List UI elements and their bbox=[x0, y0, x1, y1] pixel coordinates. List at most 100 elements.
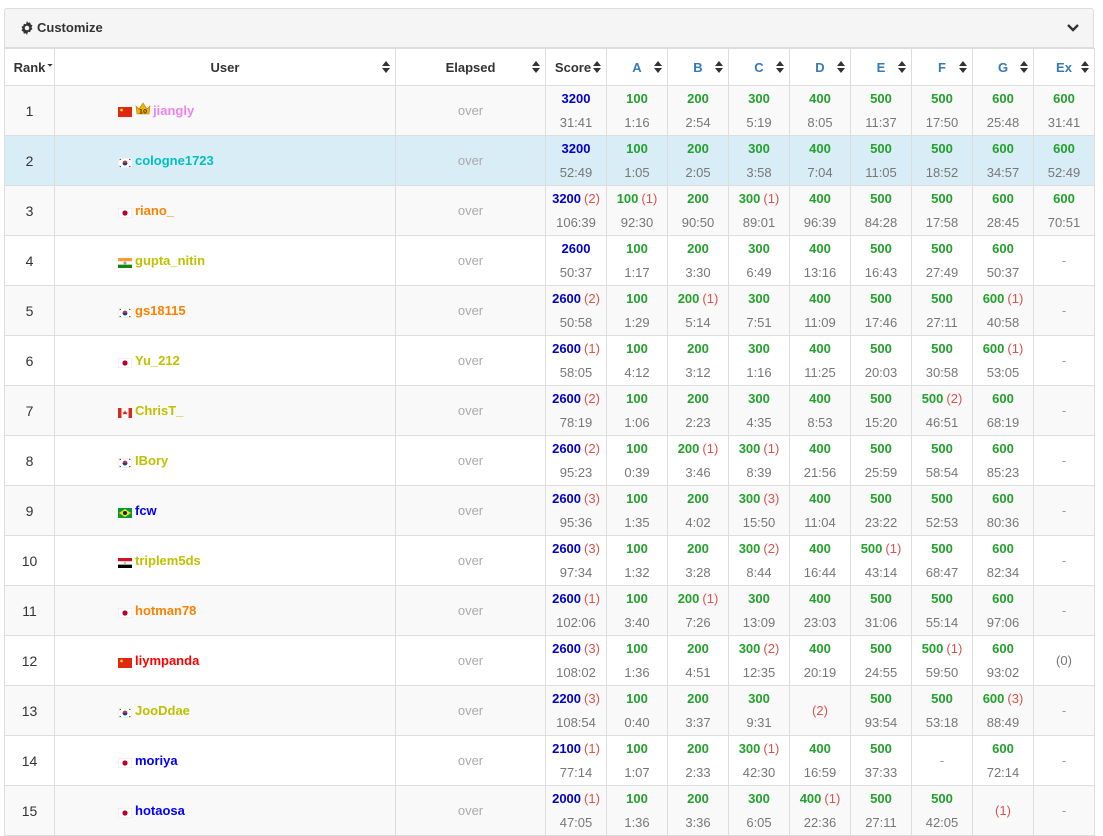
task-cell[interactable]: 500 (1) 59:50 bbox=[911, 635, 973, 686]
task-cell[interactable]: 500 27:49 bbox=[911, 235, 973, 286]
task-cell[interactable]: - bbox=[911, 735, 973, 786]
header-task-d[interactable]: D bbox=[789, 48, 851, 86]
header-elapsed[interactable]: Elapsed bbox=[395, 48, 546, 86]
task-cell[interactable]: 400 23:03 bbox=[789, 585, 851, 636]
task-cell[interactable]: - bbox=[1033, 235, 1095, 286]
header-task-ex[interactable]: Ex bbox=[1033, 48, 1095, 86]
task-cell[interactable]: - bbox=[1033, 735, 1095, 786]
task-cell[interactable]: 300 6:05 bbox=[728, 785, 790, 836]
task-cell[interactable]: 600 52:49 bbox=[1033, 135, 1095, 186]
task-cell[interactable]: 100 (1) 92:30 bbox=[606, 185, 668, 236]
task-cell[interactable]: 200 4:02 bbox=[667, 485, 729, 536]
header-task-f[interactable]: F bbox=[911, 48, 973, 86]
task-cell[interactable]: 500 58:54 bbox=[911, 435, 973, 486]
task-cell[interactable]: (1) bbox=[972, 785, 1034, 836]
task-cell[interactable]: 600 31:41 bbox=[1033, 85, 1095, 136]
task-cell[interactable]: 300 6:49 bbox=[728, 235, 790, 286]
task-cell[interactable]: 600 93:02 bbox=[972, 635, 1034, 686]
task-cell[interactable]: 500 17:46 bbox=[850, 285, 912, 336]
username-link[interactable]: hotman78 bbox=[135, 603, 197, 618]
task-cell[interactable]: 500 17:58 bbox=[911, 185, 973, 236]
task-cell[interactable]: (0) bbox=[1033, 635, 1095, 686]
task-link-e[interactable]: E bbox=[876, 59, 886, 75]
task-cell[interactable]: - bbox=[1033, 785, 1095, 836]
task-cell[interactable]: 300 (1) 42:30 bbox=[728, 735, 790, 786]
task-link-d[interactable]: D bbox=[815, 59, 825, 75]
username-link[interactable]: Yu_212 bbox=[135, 353, 180, 368]
task-cell[interactable]: 600 28:45 bbox=[972, 185, 1034, 236]
task-cell[interactable]: - bbox=[1033, 435, 1095, 486]
header-task-g[interactable]: G bbox=[972, 48, 1034, 86]
task-cell[interactable]: 100 0:39 bbox=[606, 435, 668, 486]
task-link-a[interactable]: A bbox=[632, 59, 642, 75]
task-cell[interactable]: 200 3:28 bbox=[667, 535, 729, 586]
task-cell[interactable]: 500 84:28 bbox=[850, 185, 912, 236]
task-cell[interactable]: 100 4:12 bbox=[606, 335, 668, 386]
task-cell[interactable]: 200 3:12 bbox=[667, 335, 729, 386]
task-cell[interactable]: 300 13:09 bbox=[728, 585, 790, 636]
username-link[interactable]: cologne1723 bbox=[135, 153, 214, 168]
task-cell[interactable]: 500 11:37 bbox=[850, 85, 912, 136]
task-cell[interactable]: (2) bbox=[789, 685, 851, 736]
task-cell[interactable]: 100 1:35 bbox=[606, 485, 668, 536]
task-cell[interactable]: 300 (2) 8:44 bbox=[728, 535, 790, 586]
task-cell[interactable]: - bbox=[1033, 685, 1095, 736]
task-cell[interactable]: 500 30:58 bbox=[911, 335, 973, 386]
task-cell[interactable]: 600 25:48 bbox=[972, 85, 1034, 136]
task-cell[interactable]: 300 4:35 bbox=[728, 385, 790, 436]
task-cell[interactable]: 500 53:18 bbox=[911, 685, 973, 736]
task-cell[interactable]: 100 1:16 bbox=[606, 85, 668, 136]
username-link[interactable]: ChrisT_ bbox=[135, 403, 184, 418]
task-cell[interactable]: 200 90:50 bbox=[667, 185, 729, 236]
task-cell[interactable]: 200 (1) 7:26 bbox=[667, 585, 729, 636]
task-cell[interactable]: 200 2:54 bbox=[667, 85, 729, 136]
task-cell[interactable]: 300 7:51 bbox=[728, 285, 790, 336]
task-cell[interactable]: 600 34:57 bbox=[972, 135, 1034, 186]
task-cell[interactable]: 400 11:04 bbox=[789, 485, 851, 536]
task-cell[interactable]: 400 11:09 bbox=[789, 285, 851, 336]
task-cell[interactable]: 300 5:19 bbox=[728, 85, 790, 136]
username-link[interactable]: hotaosa bbox=[135, 803, 185, 818]
username-link[interactable]: IBory bbox=[135, 453, 169, 468]
task-cell[interactable]: - bbox=[1033, 535, 1095, 586]
task-cell[interactable]: 600 85:23 bbox=[972, 435, 1034, 486]
username-link[interactable]: riano_ bbox=[135, 203, 175, 218]
header-task-c[interactable]: C bbox=[728, 48, 790, 86]
task-cell[interactable]: 600 97:06 bbox=[972, 585, 1034, 636]
task-cell[interactable]: 100 1:36 bbox=[606, 635, 668, 686]
task-cell[interactable]: 400 16:44 bbox=[789, 535, 851, 586]
task-cell[interactable]: 500 16:43 bbox=[850, 235, 912, 286]
task-cell[interactable]: 500 52:53 bbox=[911, 485, 973, 536]
task-cell[interactable]: 400 16:59 bbox=[789, 735, 851, 786]
task-cell[interactable]: 100 3:40 bbox=[606, 585, 668, 636]
header-user[interactable]: User bbox=[54, 48, 396, 86]
task-cell[interactable]: 300 (1) 89:01 bbox=[728, 185, 790, 236]
task-cell[interactable]: 300 9:31 bbox=[728, 685, 790, 736]
task-cell[interactable]: 100 1:29 bbox=[606, 285, 668, 336]
task-cell[interactable]: 100 1:36 bbox=[606, 785, 668, 836]
task-cell[interactable]: 400 96:39 bbox=[789, 185, 851, 236]
task-cell[interactable]: 400 21:56 bbox=[789, 435, 851, 486]
customize-title[interactable]: Customize bbox=[37, 20, 103, 35]
task-cell[interactable]: 600 (1) 53:05 bbox=[972, 335, 1034, 386]
task-cell[interactable]: 400 8:05 bbox=[789, 85, 851, 136]
task-cell[interactable]: 600 68:19 bbox=[972, 385, 1034, 436]
task-cell[interactable]: 500 24:55 bbox=[850, 635, 912, 686]
task-cell[interactable]: 600 (1) 40:58 bbox=[972, 285, 1034, 336]
header-task-e[interactable]: E bbox=[850, 48, 912, 86]
task-cell[interactable]: - bbox=[1033, 385, 1095, 436]
task-cell[interactable]: 500 42:05 bbox=[911, 785, 973, 836]
task-cell[interactable]: 500 18:52 bbox=[911, 135, 973, 186]
header-rank[interactable]: Rank bbox=[4, 48, 55, 86]
task-cell[interactable]: 200 2:33 bbox=[667, 735, 729, 786]
task-cell[interactable]: 200 (1) 3:46 bbox=[667, 435, 729, 486]
task-cell[interactable]: 200 3:37 bbox=[667, 685, 729, 736]
task-cell[interactable]: 500 31:06 bbox=[850, 585, 912, 636]
username-link[interactable]: moriya bbox=[135, 753, 178, 768]
task-cell[interactable]: 400 20:19 bbox=[789, 635, 851, 686]
task-link-f[interactable]: F bbox=[938, 59, 946, 75]
task-cell[interactable]: 600 70:51 bbox=[1033, 185, 1095, 236]
task-cell[interactable]: 200 4:51 bbox=[667, 635, 729, 686]
header-task-a[interactable]: A bbox=[606, 48, 668, 86]
username-link[interactable]: gs18115 bbox=[135, 303, 186, 318]
